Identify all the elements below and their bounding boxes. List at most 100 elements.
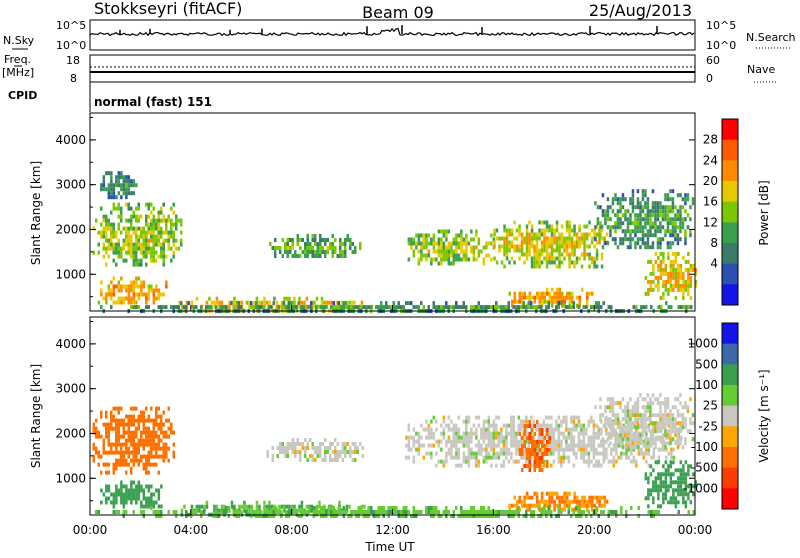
heatmap-cell (570, 439, 573, 444)
heatmap-cell (538, 291, 541, 296)
heatmap-cell (601, 441, 605, 446)
heatmap-cell (457, 427, 461, 432)
heatmap-cell (533, 244, 536, 249)
heatmap-cell (533, 252, 536, 257)
heatmap-cell (587, 510, 590, 514)
heatmap-cell (641, 417, 645, 422)
heatmap-cell (287, 514, 290, 518)
heatmap-cell (679, 437, 682, 442)
heatmap-cell (595, 305, 598, 310)
heatmap-cell (513, 295, 516, 300)
heatmap-cell (137, 262, 140, 267)
heatmap-cell (120, 246, 123, 251)
heatmap-cell (634, 213, 637, 218)
heatmap-cell (669, 229, 672, 234)
heatmap-cell (535, 447, 538, 452)
heatmap-cell (427, 423, 431, 428)
heatmap-cell (588, 232, 591, 237)
heatmap-cell (493, 256, 496, 261)
velocity-ylabel: Slant Range [km] (29, 364, 43, 468)
heatmap-cell (649, 488, 653, 493)
heatmap-cell (600, 463, 603, 468)
heatmap-cell (435, 305, 438, 310)
heatmap-cell (285, 510, 288, 514)
heatmap-cell (594, 201, 597, 206)
heatmap-cell (145, 406, 148, 411)
heatmap-cell (105, 234, 108, 239)
heatmap-cell (626, 417, 630, 422)
heatmap-cell (528, 460, 531, 464)
heatmap-cell (664, 484, 668, 489)
heatmap-cell (511, 299, 514, 304)
heatmap-cell (445, 455, 448, 460)
heatmap-cell (669, 271, 673, 276)
heatmap-cell (263, 508, 266, 513)
heatmap-cell (137, 496, 141, 501)
heatmap-cell (107, 292, 111, 297)
heatmap-cell (684, 460, 688, 465)
heatmap-cell (667, 488, 670, 493)
heatmap-cell (487, 423, 491, 428)
heatmap-cell (198, 504, 201, 509)
heatmap-cell (142, 462, 145, 467)
heatmap-cell (112, 470, 115, 475)
heatmap-cell (268, 500, 271, 505)
heatmap-cell (117, 242, 120, 247)
heatmap-cell (523, 432, 526, 436)
heatmap-cell (152, 258, 155, 263)
heatmap-cell (535, 252, 539, 257)
heatmap-cell (652, 514, 655, 518)
heatmap-cell (611, 425, 615, 430)
station-title: Stokkseyri (fitACF) (94, 0, 242, 18)
heatmap-cell (385, 510, 388, 514)
heatmap-cell (470, 237, 473, 242)
heatmap-cell (450, 451, 453, 456)
heatmap-cell (311, 446, 314, 450)
heatmap-cell (512, 510, 515, 514)
heatmap-cell (462, 419, 466, 424)
x-tick-label: 20:00 (577, 523, 612, 537)
heatmap-cell (563, 303, 566, 308)
heatmap-cell (132, 246, 135, 251)
heatmap-cell (629, 213, 632, 218)
heatmap-cell (435, 249, 438, 254)
heatmap-cell (155, 222, 158, 227)
heatmap-cell (674, 496, 678, 501)
heatmap-cell (125, 191, 128, 196)
heatmap-cell (445, 443, 448, 448)
heatmap-cell (590, 447, 593, 452)
heatmap-cell (646, 445, 650, 450)
heatmap-cell (649, 492, 653, 497)
heatmap-cell (681, 417, 685, 422)
heatmap-cell (550, 439, 553, 444)
heatmap-cell (684, 437, 687, 442)
heatmap-cell (417, 443, 421, 448)
heatmap-cell (294, 446, 297, 450)
heatmap-cell (664, 213, 667, 218)
heatmap-cell (127, 284, 131, 289)
heatmap-cell (666, 229, 670, 234)
heatmap-cell (545, 224, 549, 229)
heatmap-cell (500, 510, 503, 514)
heatmap-cell (522, 435, 526, 440)
heatmap-cell (245, 510, 248, 514)
heatmap-cell (679, 205, 682, 210)
heatmap-cell (170, 222, 173, 227)
heatmap-cell (580, 232, 584, 237)
heatmap-cell (621, 205, 625, 210)
heatmap-cell (115, 488, 118, 493)
heatmap-cell (274, 238, 277, 242)
heatmap-cell (465, 455, 468, 460)
heatmap-cell (487, 435, 491, 440)
heatmap-cell (533, 260, 536, 265)
heatmap-cell (372, 510, 375, 514)
heatmap-cell (470, 514, 473, 518)
colorbar-frame (721, 118, 739, 306)
heatmap-cell (536, 452, 539, 456)
heatmap-cell (603, 503, 606, 508)
heatmap-cell (533, 440, 536, 444)
heatmap-cell (671, 205, 675, 210)
heatmap-cell (540, 305, 543, 310)
heatmap-cell (632, 305, 635, 310)
